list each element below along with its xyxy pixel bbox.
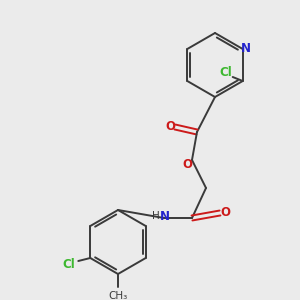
Text: Cl: Cl xyxy=(219,65,232,79)
Text: O: O xyxy=(182,158,192,172)
Text: H: H xyxy=(152,211,160,221)
Text: N: N xyxy=(160,211,170,224)
Text: N: N xyxy=(241,41,251,55)
Text: Cl: Cl xyxy=(62,259,75,272)
Text: O: O xyxy=(165,121,175,134)
Text: O: O xyxy=(220,206,230,220)
Text: CH₃: CH₃ xyxy=(108,291,128,300)
